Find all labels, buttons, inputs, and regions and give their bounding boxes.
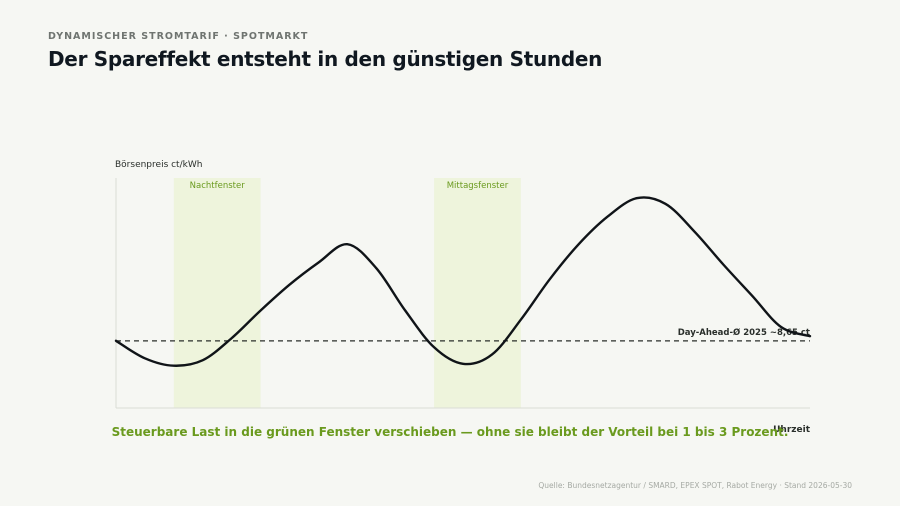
x-axis-label: Uhrzeit [773, 425, 811, 435]
window-label-1: Mittagsfenster [447, 181, 509, 191]
average-reference-label: Day-Ahead-Ø 2025 ~8,65 ct [678, 327, 810, 338]
callout-text: Steuerbare Last in die grünen Fenster ve… [112, 425, 789, 439]
y-axis-label: Börsenpreis ct/kWh [115, 160, 202, 170]
source-note: Quelle: Bundesnetzagentur / SMARD, EPEX … [538, 481, 852, 490]
price-curve [114, 196, 812, 367]
kicker: DYNAMISCHER STROMTARIF · SPOTMARKT [48, 31, 309, 42]
window-label-0: Nachtfenster [190, 181, 246, 191]
window-band-0 [173, 178, 261, 408]
page-title: Der Spareffekt entsteht in den günstigen… [48, 47, 603, 71]
window-band-1 [434, 178, 521, 408]
